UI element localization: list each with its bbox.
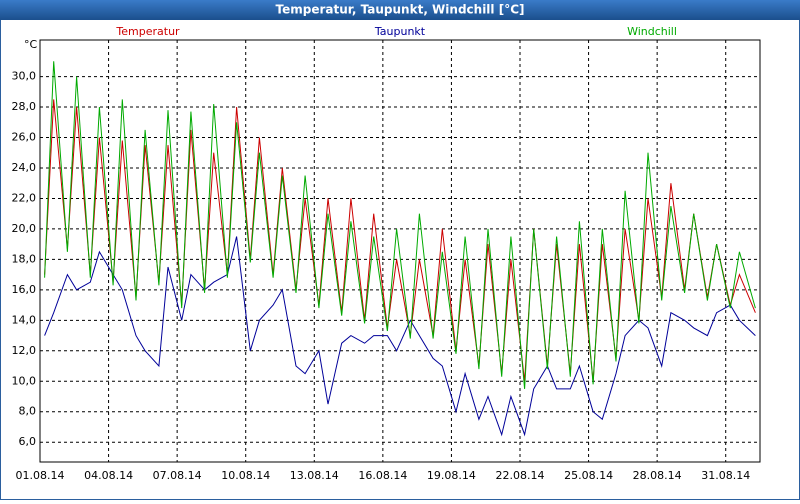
series-line [44, 61, 756, 389]
y-tick-label: 16,0 [12, 283, 37, 296]
y-tick-label: 14,0 [12, 313, 37, 326]
x-tick-label: 19.08.14 [427, 469, 476, 482]
series-line [44, 236, 756, 437]
legend-entry: Temperatur [115, 25, 180, 38]
x-tick-label: 25.08.14 [564, 469, 613, 482]
y-axis-label: °C [24, 38, 38, 51]
y-tick-label: 10,0 [12, 374, 37, 387]
y-tick-label: 20,0 [12, 222, 37, 235]
y-tick-label: 24,0 [12, 161, 37, 174]
y-tick-label: 28,0 [12, 100, 37, 113]
y-tick-label: 22,0 [12, 191, 37, 204]
x-tick-label: 10.08.14 [221, 469, 270, 482]
y-tick-label: 26,0 [12, 131, 37, 144]
title-bar [0, 0, 800, 20]
legend-entry: Windchill [627, 25, 677, 38]
y-tick-label: 30,0 [12, 70, 37, 83]
y-tick-label: 18,0 [12, 252, 37, 265]
x-tick-label: 01.08.14 [16, 469, 65, 482]
x-tick-label: 22.08.14 [496, 469, 545, 482]
x-tick-label: 31.08.14 [701, 469, 750, 482]
x-tick-label: 07.08.14 [153, 469, 202, 482]
y-tick-label: 8,0 [19, 405, 37, 418]
x-tick-label: 13.08.14 [290, 469, 339, 482]
y-tick-label: 12,0 [12, 344, 37, 357]
x-tick-label: 16.08.14 [358, 469, 407, 482]
y-tick-label: 6,0 [19, 435, 37, 448]
x-tick-label: 04.08.14 [84, 469, 133, 482]
x-tick-label: 28.08.14 [633, 469, 682, 482]
legend-entry: Taupunkt [374, 25, 426, 38]
chart-title: Temperatur, Taupunkt, Windchill [°C] [276, 3, 525, 17]
